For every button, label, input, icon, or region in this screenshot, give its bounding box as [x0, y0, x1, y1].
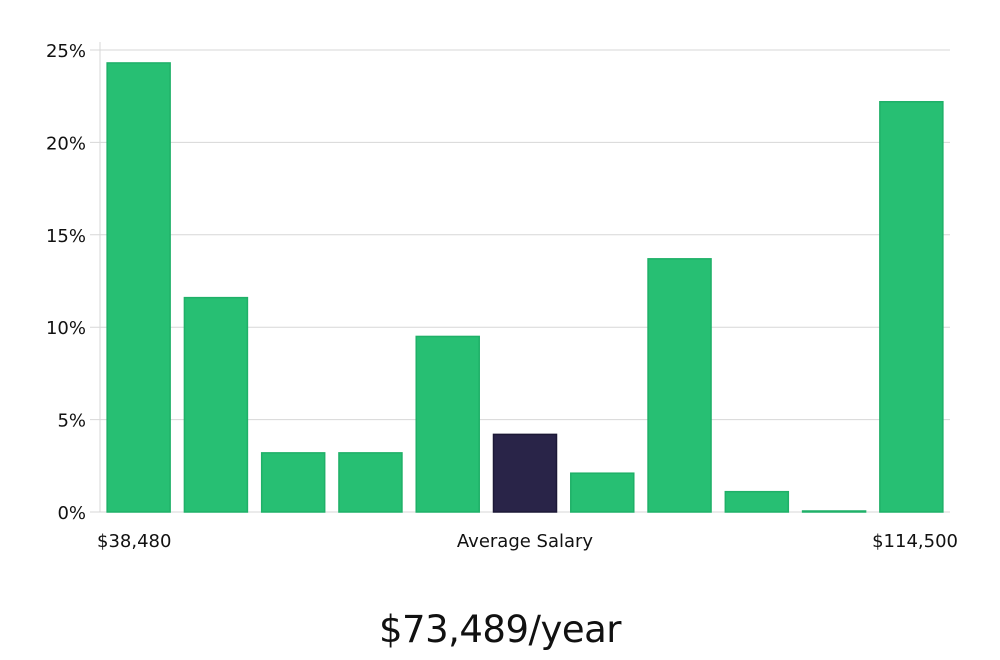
average-salary-bar [492, 433, 558, 513]
x-end-label: $114,500 [872, 531, 958, 552]
salary-bar [879, 100, 944, 513]
salary-bar [260, 452, 326, 513]
y-tick-label: 5% [57, 411, 86, 432]
salary-bar [183, 296, 249, 513]
salary-histogram: 0% 5% 10% 15% 20% 25% $38,480 Average Salary $11… [46, 41, 958, 552]
y-tick-label: 15% [46, 226, 86, 247]
y-tick-label: 25% [46, 41, 86, 62]
salary-bar [415, 335, 480, 513]
salary-bar [106, 62, 171, 513]
salary-bar [570, 472, 635, 513]
y-tick-label: 20% [46, 133, 86, 154]
salary-bar [724, 490, 790, 513]
salary-bar [801, 510, 867, 513]
salary-bar [338, 452, 403, 513]
x-middle-label: Average Salary [457, 531, 594, 552]
y-tick-label: 10% [46, 318, 86, 339]
average-salary-summary: $73,489/year [378, 608, 622, 651]
salary-bar [647, 258, 712, 513]
x-start-label: $38,480 [97, 531, 171, 552]
y-tick-label: 0% [57, 503, 86, 524]
